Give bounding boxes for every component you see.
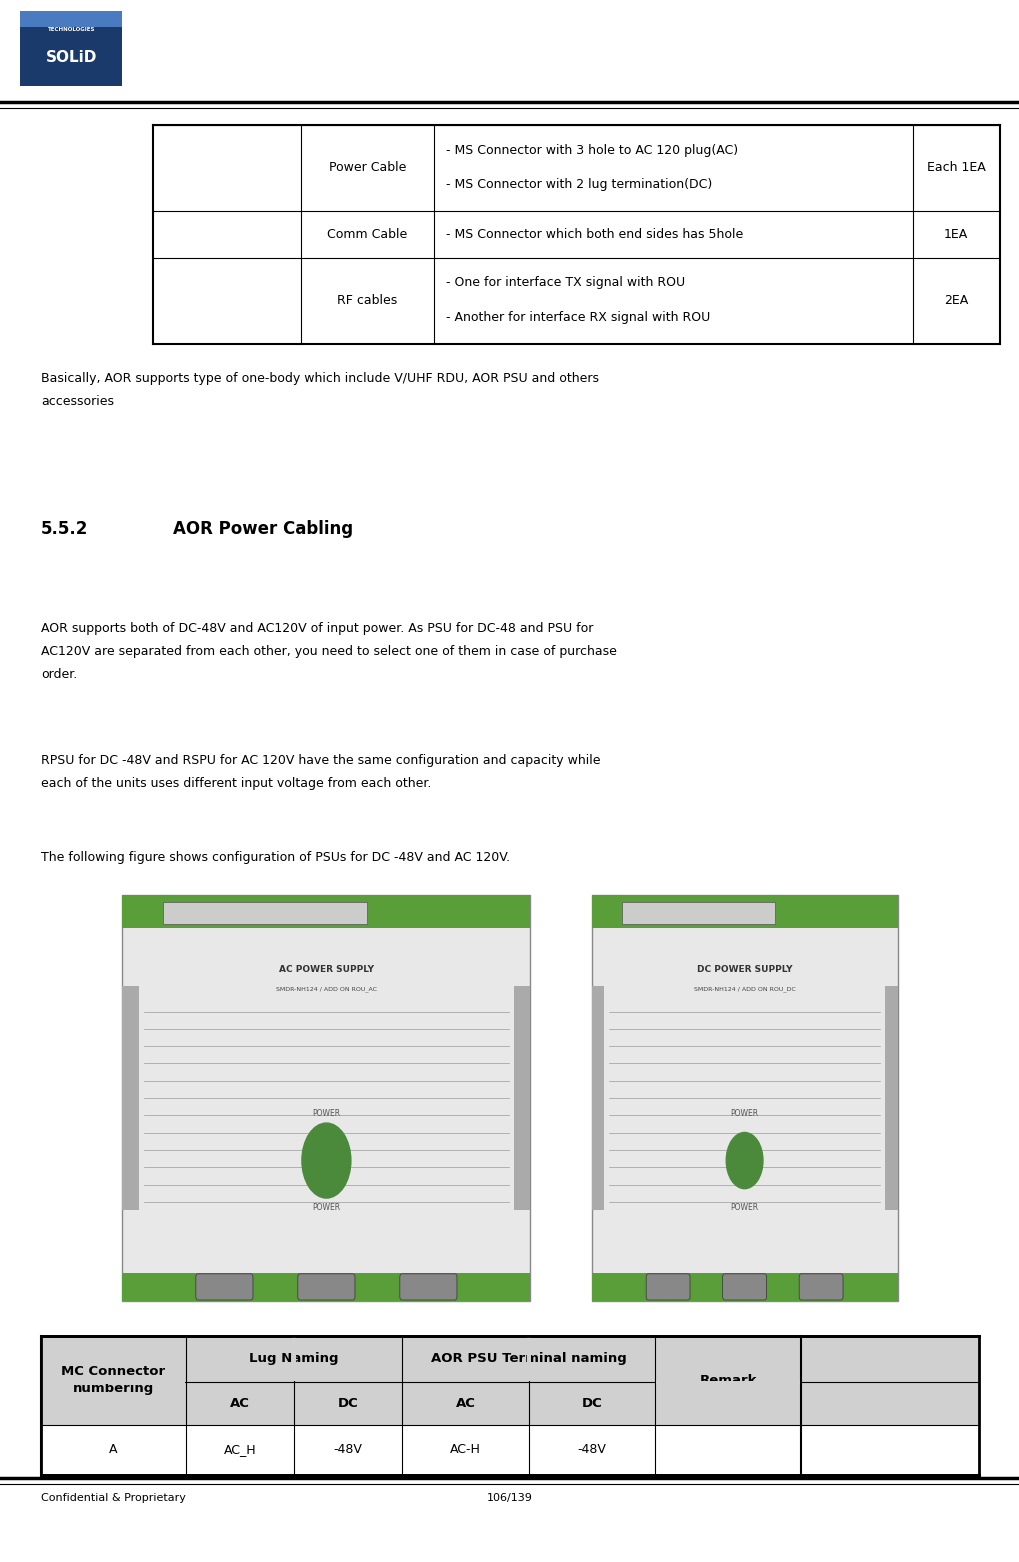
FancyBboxPatch shape bbox=[799, 1275, 843, 1300]
Text: Remark: Remark bbox=[699, 1373, 756, 1387]
Text: SMDR-NH124 / ADD ON ROU_AC: SMDR-NH124 / ADD ON ROU_AC bbox=[275, 987, 377, 992]
FancyBboxPatch shape bbox=[591, 895, 897, 1301]
FancyBboxPatch shape bbox=[20, 11, 122, 28]
Text: MC Connector
numbering: MC Connector numbering bbox=[61, 1365, 165, 1395]
Text: AOR PSU Terminal naming: AOR PSU Terminal naming bbox=[430, 1353, 626, 1365]
Text: Confidential & Proprietary: Confidential & Proprietary bbox=[41, 1493, 185, 1503]
Text: - One for interface TX signal with ROU: - One for interface TX signal with ROU bbox=[445, 276, 684, 289]
FancyBboxPatch shape bbox=[399, 1275, 457, 1300]
FancyBboxPatch shape bbox=[514, 987, 530, 1209]
Text: SOLiD: SOLiD bbox=[46, 50, 97, 66]
Text: AC: AC bbox=[455, 1396, 475, 1410]
FancyBboxPatch shape bbox=[656, 1381, 799, 1384]
FancyBboxPatch shape bbox=[20, 11, 122, 86]
Text: Basically, AOR supports type of one-body which include V/UHF RDU, AOR PSU and ot: Basically, AOR supports type of one-body… bbox=[41, 372, 598, 408]
Text: AC-H: AC-H bbox=[449, 1443, 480, 1456]
Text: The following figure shows configuration of PSUs for DC -48V and AC 120V.: The following figure shows configuration… bbox=[41, 851, 510, 864]
FancyBboxPatch shape bbox=[622, 901, 774, 925]
Text: SMDR-NH124 / ADD ON ROU_DC: SMDR-NH124 / ADD ON ROU_DC bbox=[693, 987, 795, 992]
Text: 5.5.2: 5.5.2 bbox=[41, 520, 88, 539]
FancyBboxPatch shape bbox=[291, 1337, 296, 1381]
Text: POWER: POWER bbox=[730, 1203, 758, 1212]
FancyBboxPatch shape bbox=[591, 895, 897, 928]
Text: 1EA: 1EA bbox=[944, 228, 967, 241]
Text: POWER: POWER bbox=[730, 1109, 758, 1118]
Text: 2EA: 2EA bbox=[944, 294, 967, 308]
Text: AC_H: AC_H bbox=[224, 1443, 256, 1456]
FancyBboxPatch shape bbox=[298, 1275, 355, 1300]
Text: - MS Connector with 3 hole to AC 120 plug(AC): - MS Connector with 3 hole to AC 120 plu… bbox=[445, 144, 737, 156]
Text: DC: DC bbox=[581, 1396, 602, 1410]
Text: TECHNOLOGIES: TECHNOLOGIES bbox=[48, 27, 95, 33]
Text: AOR supports both of DC-48V and AC120V of input power. As PSU for DC-48 and PSU : AOR supports both of DC-48V and AC120V o… bbox=[41, 622, 616, 681]
Text: -48V: -48V bbox=[577, 1443, 606, 1456]
Text: Power Cable: Power Cable bbox=[328, 161, 406, 175]
Text: RPSU for DC -48V and RSPU for AC 120V have the same configuration and capacity w: RPSU for DC -48V and RSPU for AC 120V ha… bbox=[41, 754, 600, 790]
Text: - MS Connector with 2 lug termination(DC): - MS Connector with 2 lug termination(DC… bbox=[445, 178, 711, 191]
FancyBboxPatch shape bbox=[122, 987, 139, 1209]
Text: Lug Naming: Lug Naming bbox=[250, 1353, 338, 1365]
Text: DC: DC bbox=[337, 1396, 358, 1410]
FancyBboxPatch shape bbox=[122, 895, 530, 928]
FancyBboxPatch shape bbox=[526, 1337, 530, 1381]
Text: A: A bbox=[109, 1443, 117, 1456]
FancyBboxPatch shape bbox=[122, 895, 530, 1301]
Text: AC: AC bbox=[230, 1396, 250, 1410]
Text: - MS Connector which both end sides has 5hole: - MS Connector which both end sides has … bbox=[445, 228, 742, 241]
FancyBboxPatch shape bbox=[41, 1382, 978, 1425]
Text: POWER: POWER bbox=[312, 1109, 340, 1118]
FancyBboxPatch shape bbox=[41, 1336, 978, 1382]
Text: Comm Cable: Comm Cable bbox=[327, 228, 407, 241]
Text: DC POWER SUPPLY: DC POWER SUPPLY bbox=[696, 965, 792, 975]
FancyBboxPatch shape bbox=[122, 1273, 530, 1301]
Text: RF cables: RF cables bbox=[336, 294, 397, 308]
FancyBboxPatch shape bbox=[196, 1275, 253, 1300]
FancyBboxPatch shape bbox=[591, 1273, 897, 1301]
FancyBboxPatch shape bbox=[646, 1275, 690, 1300]
FancyBboxPatch shape bbox=[42, 1381, 185, 1384]
FancyBboxPatch shape bbox=[591, 987, 603, 1209]
FancyBboxPatch shape bbox=[722, 1275, 766, 1300]
Circle shape bbox=[302, 1123, 351, 1198]
FancyBboxPatch shape bbox=[163, 901, 367, 925]
Text: POWER: POWER bbox=[312, 1203, 340, 1212]
Circle shape bbox=[726, 1132, 762, 1189]
Text: - Another for interface RX signal with ROU: - Another for interface RX signal with R… bbox=[445, 311, 709, 323]
Text: AOR Power Cabling: AOR Power Cabling bbox=[173, 520, 354, 539]
Text: -48V: -48V bbox=[333, 1443, 362, 1456]
Text: Each 1EA: Each 1EA bbox=[926, 161, 984, 175]
FancyBboxPatch shape bbox=[884, 987, 897, 1209]
Text: AC POWER SUPPLY: AC POWER SUPPLY bbox=[278, 965, 374, 975]
Text: 106/139: 106/139 bbox=[487, 1493, 532, 1503]
